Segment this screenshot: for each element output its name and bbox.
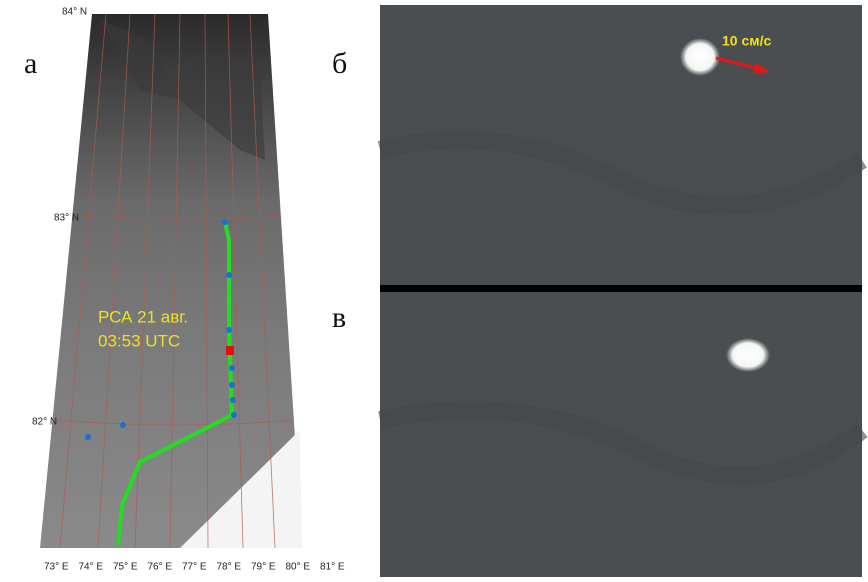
lon-label: 76° E xyxy=(148,562,173,573)
panel-label: б xyxy=(332,47,347,80)
annotation: 03:53 UTC xyxy=(98,331,180,350)
figure: РСА 21 авг. 03:53 UTC 84° N 83° N 82° N … xyxy=(0,0,868,577)
lat-label: 84° N xyxy=(62,7,87,18)
map: РСА 21 авг. 03:53 UTC 84° N 83° N 82° N … xyxy=(32,7,345,573)
lon-label: 81° E xyxy=(320,562,345,573)
ice-floe xyxy=(726,338,770,372)
panel-label: а xyxy=(24,47,37,80)
separator xyxy=(380,285,862,292)
lon-label: 79° E xyxy=(251,562,276,573)
lat-label: 83° N xyxy=(54,213,79,224)
photo-v xyxy=(380,292,862,577)
speed-label: 10 см/с xyxy=(722,33,771,49)
annotation: РСА 21 авг. xyxy=(98,307,188,326)
lat-label: 82° N xyxy=(32,417,57,428)
lon-label: 75° E xyxy=(113,562,138,573)
sar-position xyxy=(226,346,234,355)
panel-label: в xyxy=(332,301,346,334)
photo-b: 10 см/с xyxy=(380,5,862,285)
lon-label: 80° E xyxy=(286,562,311,573)
lon-label: 74° E xyxy=(79,562,104,573)
lon-label: 73° E xyxy=(44,562,69,573)
lon-label: 78° E xyxy=(217,562,242,573)
ice-floe xyxy=(680,38,720,76)
lon-label: 77° E xyxy=(182,562,207,573)
